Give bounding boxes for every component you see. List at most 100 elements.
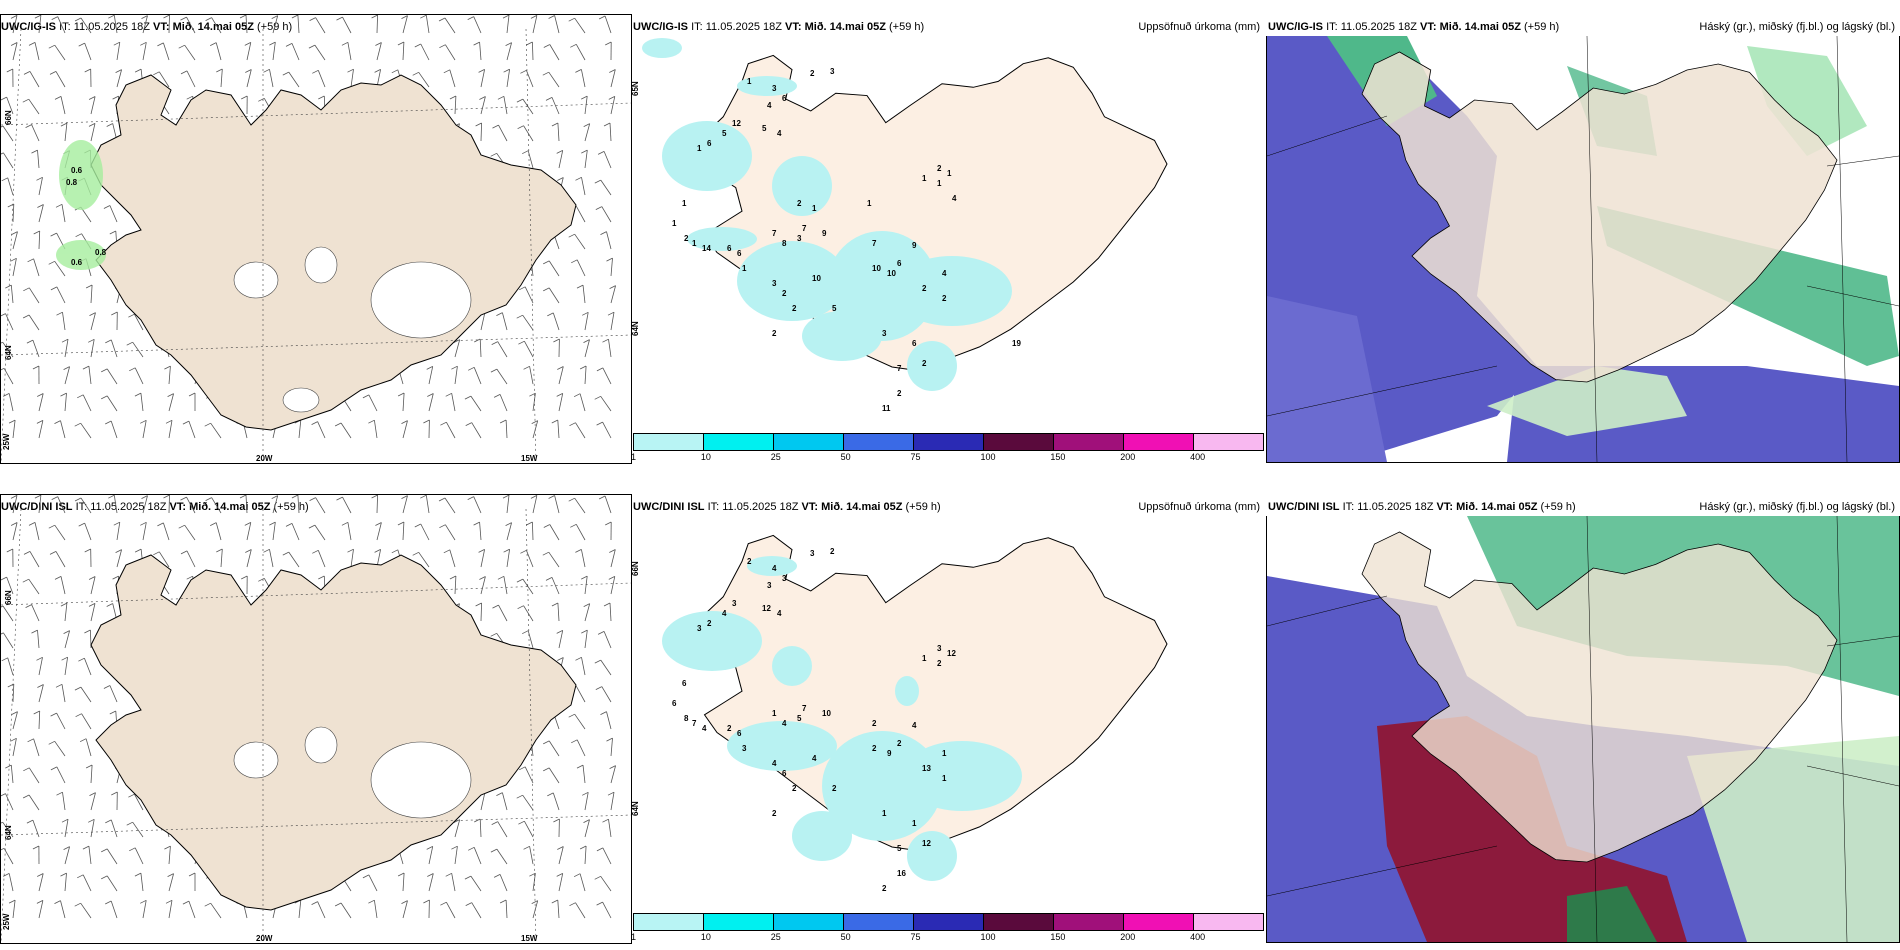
- precip-value: 2: [922, 359, 927, 368]
- wind-barb-feather: [22, 314, 30, 319]
- wind-barb-feather: [545, 577, 553, 581]
- precip-value: 14: [702, 244, 711, 253]
- wind-barb: [168, 366, 171, 385]
- wind-barb-feather: [334, 422, 342, 427]
- wind-barb-feather: [542, 71, 549, 76]
- wind-barb: [529, 846, 534, 865]
- wind-barb: [574, 497, 586, 514]
- precip-value: 7: [772, 229, 777, 238]
- wind-barb-feather: [575, 549, 582, 553]
- wind-barb-feather: [244, 42, 251, 46]
- wind-barb: [140, 873, 144, 892]
- wind-barb-feather: [557, 366, 564, 370]
- wind-barb-feather: [37, 684, 44, 688]
- wind-barb-feather: [493, 394, 501, 398]
- wind-barb-feather: [82, 845, 90, 850]
- colorbar-swatch: [704, 914, 774, 930]
- wind-barb: [524, 821, 534, 838]
- wind-barb: [38, 495, 42, 514]
- wind-barb-feather: [362, 874, 370, 879]
- wind-barb: [38, 710, 41, 730]
- model-name: UWC/DINI ISL: [1, 501, 73, 513]
- colorbar-tick: 75: [910, 932, 921, 942]
- wind-barb-feather: [530, 495, 538, 499]
- wind-barb: [374, 420, 378, 439]
- wind-barb: [10, 765, 14, 784]
- colorbar-swatch: [774, 434, 844, 450]
- wind-barb-feather: [583, 819, 590, 823]
- wind-barb-feather: [347, 68, 354, 73]
- wind-barb-feather: [543, 287, 550, 292]
- wind-barb-feather: [516, 578, 524, 583]
- wind-barb: [480, 122, 482, 142]
- wind-barb-feather: [334, 902, 342, 907]
- wind-barb: [184, 44, 196, 61]
- cloud-header-1: UWC/IG-IS IT: 11.05.2025 18Z VT: Mið. 14…: [1268, 17, 1898, 37]
- colorbar-swatch: [634, 914, 704, 930]
- precip-value: 4: [912, 721, 917, 730]
- wind-barb: [210, 422, 222, 439]
- wind-barb-feather: [75, 713, 82, 718]
- wind-barb: [470, 395, 482, 412]
- wind-barb: [610, 576, 616, 595]
- wind-barb: [600, 876, 612, 892]
- wind-barb: [186, 496, 196, 514]
- wind-barb: [505, 899, 508, 919]
- wind-barb: [374, 900, 378, 919]
- precip-value: 2: [782, 289, 787, 298]
- precip-value: 2: [937, 659, 942, 668]
- wind-barb-feather: [244, 522, 251, 526]
- wind-barb-feather: [397, 872, 405, 877]
- wind-barb-feather: [180, 496, 187, 501]
- precip-map-2: 3 2 2 4 3 3 3 4 12 4 2 3 6 6 8 7 4 2 6 1 4 7 10 5 3 4 4 6 2 2 2 2 9 2 4 2 13…: [632, 516, 1264, 911]
- wind-barb-feather: [55, 203, 63, 208]
- precip-value: 1: [682, 199, 687, 208]
- precip-value: 3: [772, 84, 777, 93]
- wind-barb: [473, 496, 482, 514]
- wind-barb: [113, 495, 118, 514]
- precip-value: 2: [897, 389, 902, 398]
- wind-barb: [418, 552, 430, 568]
- wind-barb: [603, 151, 612, 169]
- wind-barb: [90, 819, 95, 838]
- wind-barb: [64, 846, 70, 865]
- wind-barb: [506, 15, 510, 34]
- wind-barb: [220, 548, 223, 568]
- wind-barb: [480, 312, 486, 331]
- wind-barb-feather: [451, 365, 458, 370]
- wind-barb-feather: [128, 313, 135, 318]
- wind-barb: [80, 686, 92, 703]
- wind-barb-feather: [557, 177, 564, 181]
- wind-barb-feather: [526, 41, 533, 46]
- wind-barb: [88, 846, 92, 865]
- wind-barb-feather: [263, 548, 270, 553]
- wind-barb-feather: [1, 96, 7, 101]
- cloud-title: Háský (gr.), miðský (fj.bl.) og lágský (…: [1699, 501, 1895, 513]
- precip-areas: [642, 38, 1012, 391]
- wind-barb: [532, 41, 534, 61]
- wind-barb: [557, 602, 560, 622]
- precip-value: 12: [762, 604, 771, 613]
- wind-barb-feather: [165, 419, 173, 424]
- precip-value: 3: [742, 744, 747, 753]
- colorbar-swatch: [1054, 434, 1124, 450]
- wind-barb-feather: [50, 766, 58, 771]
- wind-barb-feather: [74, 17, 82, 22]
- wind-barb-feather: [61, 818, 69, 823]
- wind-barb: [454, 575, 457, 595]
- wind-barb-feather: [101, 395, 108, 400]
- wind-barb-feather: [129, 367, 136, 372]
- precip-value: 2: [727, 724, 732, 733]
- colorbar-tick: 400: [1190, 452, 1206, 462]
- wind-barb-feather: [438, 17, 446, 22]
- colorbar-tick: 150: [1050, 932, 1066, 942]
- wind-barb-feather: [595, 686, 602, 690]
- precip-value: 4: [777, 609, 782, 618]
- wind-barb: [600, 396, 612, 412]
- wind-barb-feather: [54, 96, 62, 100]
- wind-barb: [402, 495, 408, 514]
- wind-barb-feather: [1, 657, 8, 662]
- wind-barb-feather: [1, 125, 4, 128]
- wind-barb-feather: [60, 392, 67, 397]
- model-name: UWC/DINI ISL: [1268, 501, 1340, 513]
